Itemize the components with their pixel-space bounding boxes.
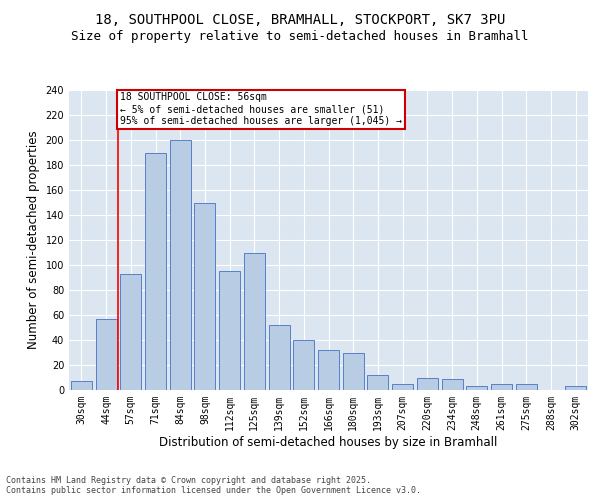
Bar xyxy=(367,375,388,390)
Bar xyxy=(120,274,141,390)
Bar xyxy=(95,319,116,390)
Bar xyxy=(466,386,487,390)
X-axis label: Distribution of semi-detached houses by size in Bramhall: Distribution of semi-detached houses by … xyxy=(160,436,497,448)
Y-axis label: Number of semi-detached properties: Number of semi-detached properties xyxy=(27,130,40,350)
Bar xyxy=(269,325,290,390)
Bar xyxy=(145,152,166,390)
Bar xyxy=(219,271,240,390)
Text: 18, SOUTHPOOL CLOSE, BRAMHALL, STOCKPORT, SK7 3PU: 18, SOUTHPOOL CLOSE, BRAMHALL, STOCKPORT… xyxy=(95,12,505,26)
Bar xyxy=(442,379,463,390)
Bar xyxy=(392,384,413,390)
Text: Contains HM Land Registry data © Crown copyright and database right 2025.
Contai: Contains HM Land Registry data © Crown c… xyxy=(6,476,421,495)
Bar xyxy=(71,381,92,390)
Bar xyxy=(244,252,265,390)
Bar xyxy=(293,340,314,390)
Bar xyxy=(170,140,191,390)
Bar xyxy=(565,386,586,390)
Text: Size of property relative to semi-detached houses in Bramhall: Size of property relative to semi-detach… xyxy=(71,30,529,43)
Bar xyxy=(194,202,215,390)
Bar xyxy=(491,384,512,390)
Bar xyxy=(516,384,537,390)
Bar xyxy=(343,352,364,390)
Bar xyxy=(318,350,339,390)
Bar xyxy=(417,378,438,390)
Text: 18 SOUTHPOOL CLOSE: 56sqm
← 5% of semi-detached houses are smaller (51)
95% of s: 18 SOUTHPOOL CLOSE: 56sqm ← 5% of semi-d… xyxy=(119,92,401,126)
